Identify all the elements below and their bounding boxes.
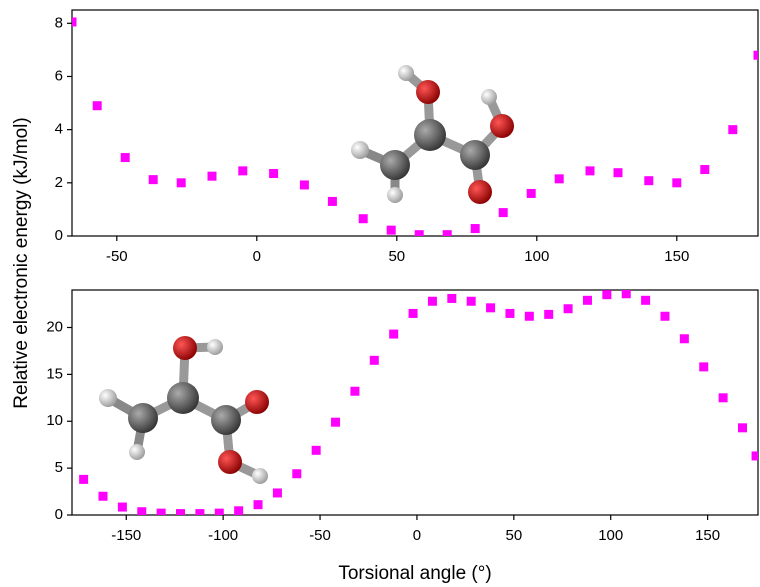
point <box>699 362 708 371</box>
x-tick-label: -100 <box>208 527 238 544</box>
point <box>387 226 396 235</box>
point <box>93 101 102 110</box>
point <box>389 330 398 339</box>
point <box>660 312 669 321</box>
point <box>273 488 282 497</box>
y-tick-label: 5 <box>55 459 63 476</box>
x-tick-label: 50 <box>505 527 522 544</box>
point <box>157 509 166 518</box>
x-tick-label: -50 <box>309 527 331 544</box>
point <box>505 309 514 318</box>
point <box>195 509 204 518</box>
point <box>428 297 437 306</box>
x-tick-label: -150 <box>111 527 141 544</box>
point <box>121 153 130 162</box>
plot-frame <box>72 10 758 236</box>
point <box>564 304 573 313</box>
point <box>544 310 553 319</box>
y-axis-label: Relative electronic energy (kJ/mol) <box>11 117 32 408</box>
point <box>177 178 186 187</box>
x-tick-label: 100 <box>524 248 549 265</box>
x-tick-label: 50 <box>388 248 405 265</box>
point <box>118 503 127 512</box>
point <box>328 197 337 206</box>
point <box>486 303 495 312</box>
point <box>602 290 611 299</box>
point <box>738 423 747 432</box>
point <box>752 451 760 460</box>
y-tick-label: 0 <box>55 506 63 523</box>
point <box>614 168 623 177</box>
point <box>176 509 185 518</box>
x-tick-label: 0 <box>413 527 421 544</box>
point <box>467 297 476 306</box>
y-tick-label: 15 <box>46 365 63 382</box>
molecule-bottom <box>99 336 269 484</box>
point <box>525 312 534 321</box>
x-tick-label: 0 <box>253 248 261 265</box>
y-tick-label: 4 <box>55 121 63 138</box>
point <box>409 309 418 318</box>
y-tick-label: 2 <box>55 174 63 191</box>
point <box>680 334 689 343</box>
point <box>234 506 243 515</box>
point <box>331 418 340 427</box>
point <box>215 509 224 518</box>
x-axis-label: Torsional angle (°) <box>338 563 491 584</box>
point <box>238 166 247 175</box>
point <box>300 180 309 189</box>
x-tick-label: 150 <box>695 527 720 544</box>
x-tick-label: 100 <box>598 527 623 544</box>
point <box>312 446 321 455</box>
point <box>471 224 480 233</box>
point <box>719 393 728 402</box>
point <box>443 230 452 239</box>
point <box>728 125 737 134</box>
point <box>700 165 709 174</box>
point <box>586 166 595 175</box>
point <box>254 500 263 509</box>
y-tick-label: 8 <box>55 14 63 31</box>
point <box>370 356 379 365</box>
molecule-top <box>351 65 514 204</box>
point <box>555 174 564 183</box>
point <box>644 176 653 185</box>
point <box>79 475 88 484</box>
point <box>499 208 508 217</box>
y-tick-label: 10 <box>46 412 63 429</box>
point <box>359 214 368 223</box>
point <box>583 296 592 305</box>
point <box>137 507 146 516</box>
point <box>415 230 424 239</box>
point <box>269 169 278 178</box>
y-tick-label: 6 <box>55 67 63 84</box>
point <box>641 296 650 305</box>
points <box>68 17 760 239</box>
point <box>99 492 108 501</box>
y-tick-label: 20 <box>46 318 63 335</box>
x-tick-label: 150 <box>664 248 689 265</box>
point <box>149 175 158 184</box>
point <box>350 387 359 396</box>
point <box>527 189 536 198</box>
chart: 02468-50050100150Relative electronic ene… <box>0 0 760 587</box>
point <box>68 17 77 26</box>
point <box>208 172 217 181</box>
point <box>292 469 301 478</box>
y-tick-label: 0 <box>55 227 63 244</box>
point <box>672 178 681 187</box>
point <box>447 294 456 303</box>
point <box>622 289 631 298</box>
point <box>754 51 760 60</box>
x-tick-label: -50 <box>106 248 128 265</box>
